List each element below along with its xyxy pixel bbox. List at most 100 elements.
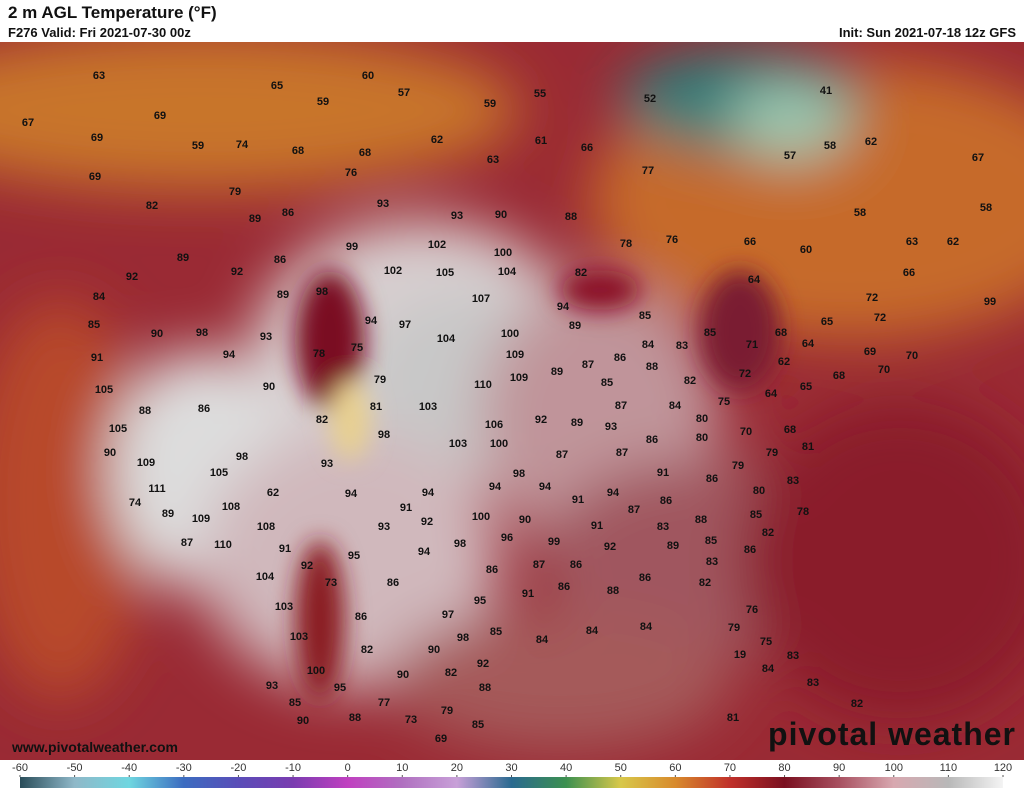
- temperature-label: 88: [349, 712, 361, 724]
- temperature-label: 98: [236, 451, 248, 463]
- colorbar-tick-label: -50: [67, 762, 83, 774]
- temperature-label: 94: [345, 488, 358, 500]
- temperature-label: 95: [334, 682, 346, 694]
- temperature-label: 90: [151, 328, 163, 340]
- temperature-label: 86: [355, 611, 367, 623]
- temperature-label: 57: [784, 150, 796, 162]
- temperature-label: 83: [787, 475, 799, 487]
- temperature-label: 89: [249, 213, 261, 225]
- temperature-label: 52: [644, 93, 656, 105]
- temperature-label: 98: [316, 286, 328, 298]
- temperature-label: 69: [154, 110, 166, 122]
- temperature-label: 60: [362, 70, 374, 82]
- temperature-label: 62: [431, 134, 443, 146]
- temperature-label: 63: [487, 154, 499, 166]
- temperature-label: 90: [519, 514, 531, 526]
- title: 2 m AGL Temperature (°F): [8, 3, 217, 22]
- temperature-label: 108: [222, 501, 240, 513]
- temperature-label: 75: [351, 342, 363, 354]
- temperature-label: 100: [494, 247, 512, 259]
- temperature-label: 105: [95, 384, 113, 396]
- temperature-label: 90: [428, 644, 440, 656]
- site-url: www.pivotalweather.com: [11, 739, 178, 755]
- temperature-label: 67: [22, 117, 34, 129]
- temperature-label: 94: [418, 546, 431, 558]
- temperature-label: 58: [824, 140, 836, 152]
- temperature-label: 82: [699, 577, 711, 589]
- temperature-label: 94: [365, 315, 378, 327]
- temperature-label: 109: [137, 457, 155, 469]
- temperature-label: 90: [495, 209, 507, 221]
- temperature-label: 94: [223, 349, 236, 361]
- colorbar-tick-label: -10: [285, 762, 301, 774]
- temperature-label: 65: [271, 80, 283, 92]
- colorbar-tick-label: 100: [885, 762, 903, 774]
- temperature-label: 91: [91, 352, 103, 364]
- temperature-label: 93: [605, 421, 617, 433]
- temperature-label: 79: [766, 447, 778, 459]
- temperature-label: 86: [646, 434, 658, 446]
- temperature-label: 84: [640, 621, 653, 633]
- temperature-label: 90: [297, 715, 309, 727]
- temperature-label: 89: [569, 320, 581, 332]
- temperature-label: 73: [405, 714, 417, 726]
- temperature-label: 78: [797, 506, 809, 518]
- temperature-label: 89: [162, 508, 174, 520]
- temperature-label: 82: [575, 267, 587, 279]
- temperature-label: 79: [374, 374, 386, 386]
- temperature-label: 82: [361, 644, 373, 656]
- temperature-label: 68: [833, 370, 845, 382]
- temperature-label: 87: [616, 447, 628, 459]
- temperature-label: 84: [669, 400, 682, 412]
- temperature-label: 70: [740, 426, 752, 438]
- temperature-label: 84: [536, 634, 549, 646]
- temperature-label: 81: [802, 441, 814, 453]
- temperature-label: 83: [787, 650, 799, 662]
- temperature-label: 19: [734, 649, 746, 661]
- temperature-label: 93: [377, 198, 389, 210]
- temperature-label: 88: [479, 682, 491, 694]
- temperature-label: 64: [748, 274, 761, 286]
- temperature-label: 75: [718, 396, 730, 408]
- temperature-label: 58: [980, 202, 992, 214]
- temperature-label: 93: [451, 210, 463, 222]
- temperature-label: 88: [695, 514, 707, 526]
- temperature-label: 72: [874, 312, 886, 324]
- temperature-label: 100: [490, 438, 508, 450]
- temperature-label: 85: [289, 697, 301, 709]
- temperature-label: 87: [181, 537, 193, 549]
- colorbar-tick-label: 20: [451, 762, 463, 774]
- temperature-label: 87: [533, 559, 545, 571]
- temperature-label: 90: [397, 669, 409, 681]
- temperature-label: 109: [192, 513, 210, 525]
- temperature-label: 82: [684, 375, 696, 387]
- temperature-label: 93: [378, 521, 390, 533]
- header-bg: [0, 0, 1024, 42]
- temperature-label: 66: [744, 236, 756, 248]
- temperature-label: 99: [346, 241, 358, 253]
- temperature-label: 70: [906, 350, 918, 362]
- temperature-label: 95: [474, 595, 486, 607]
- temperature-label: 98: [457, 632, 469, 644]
- temperature-label: 90: [104, 447, 116, 459]
- temperature-labels: 63 60 65 57 59 59 55 52 41 67 69 69 59 74 68 68 62 61 66 57…: [22, 70, 996, 745]
- temperature-label: 62: [865, 136, 877, 148]
- temperature-label: 71: [746, 339, 758, 351]
- temperature-label: 105: [436, 267, 454, 279]
- colorbar-tick-label: 60: [669, 762, 681, 774]
- valid-time: F276 Valid: Fri 2021-07-30 00z: [8, 25, 191, 40]
- colorbar-tick-label: -30: [176, 762, 192, 774]
- temperature-label: 94: [607, 487, 620, 499]
- temperature-label: 68: [359, 147, 371, 159]
- temperature-label: 58: [854, 207, 866, 219]
- temperature-label: 103: [419, 401, 437, 413]
- temperature-label: 65: [800, 381, 812, 393]
- temperature-label: 93: [260, 331, 272, 343]
- temperature-label: 88: [646, 361, 658, 373]
- colorbar-tick-label: 70: [724, 762, 736, 774]
- colorbar-tick-label: -60: [12, 762, 28, 774]
- temperature-label: 66: [581, 142, 593, 154]
- temperature-label: 76: [666, 234, 678, 246]
- temperature-label: 86: [614, 352, 626, 364]
- temperature-label: 62: [267, 487, 279, 499]
